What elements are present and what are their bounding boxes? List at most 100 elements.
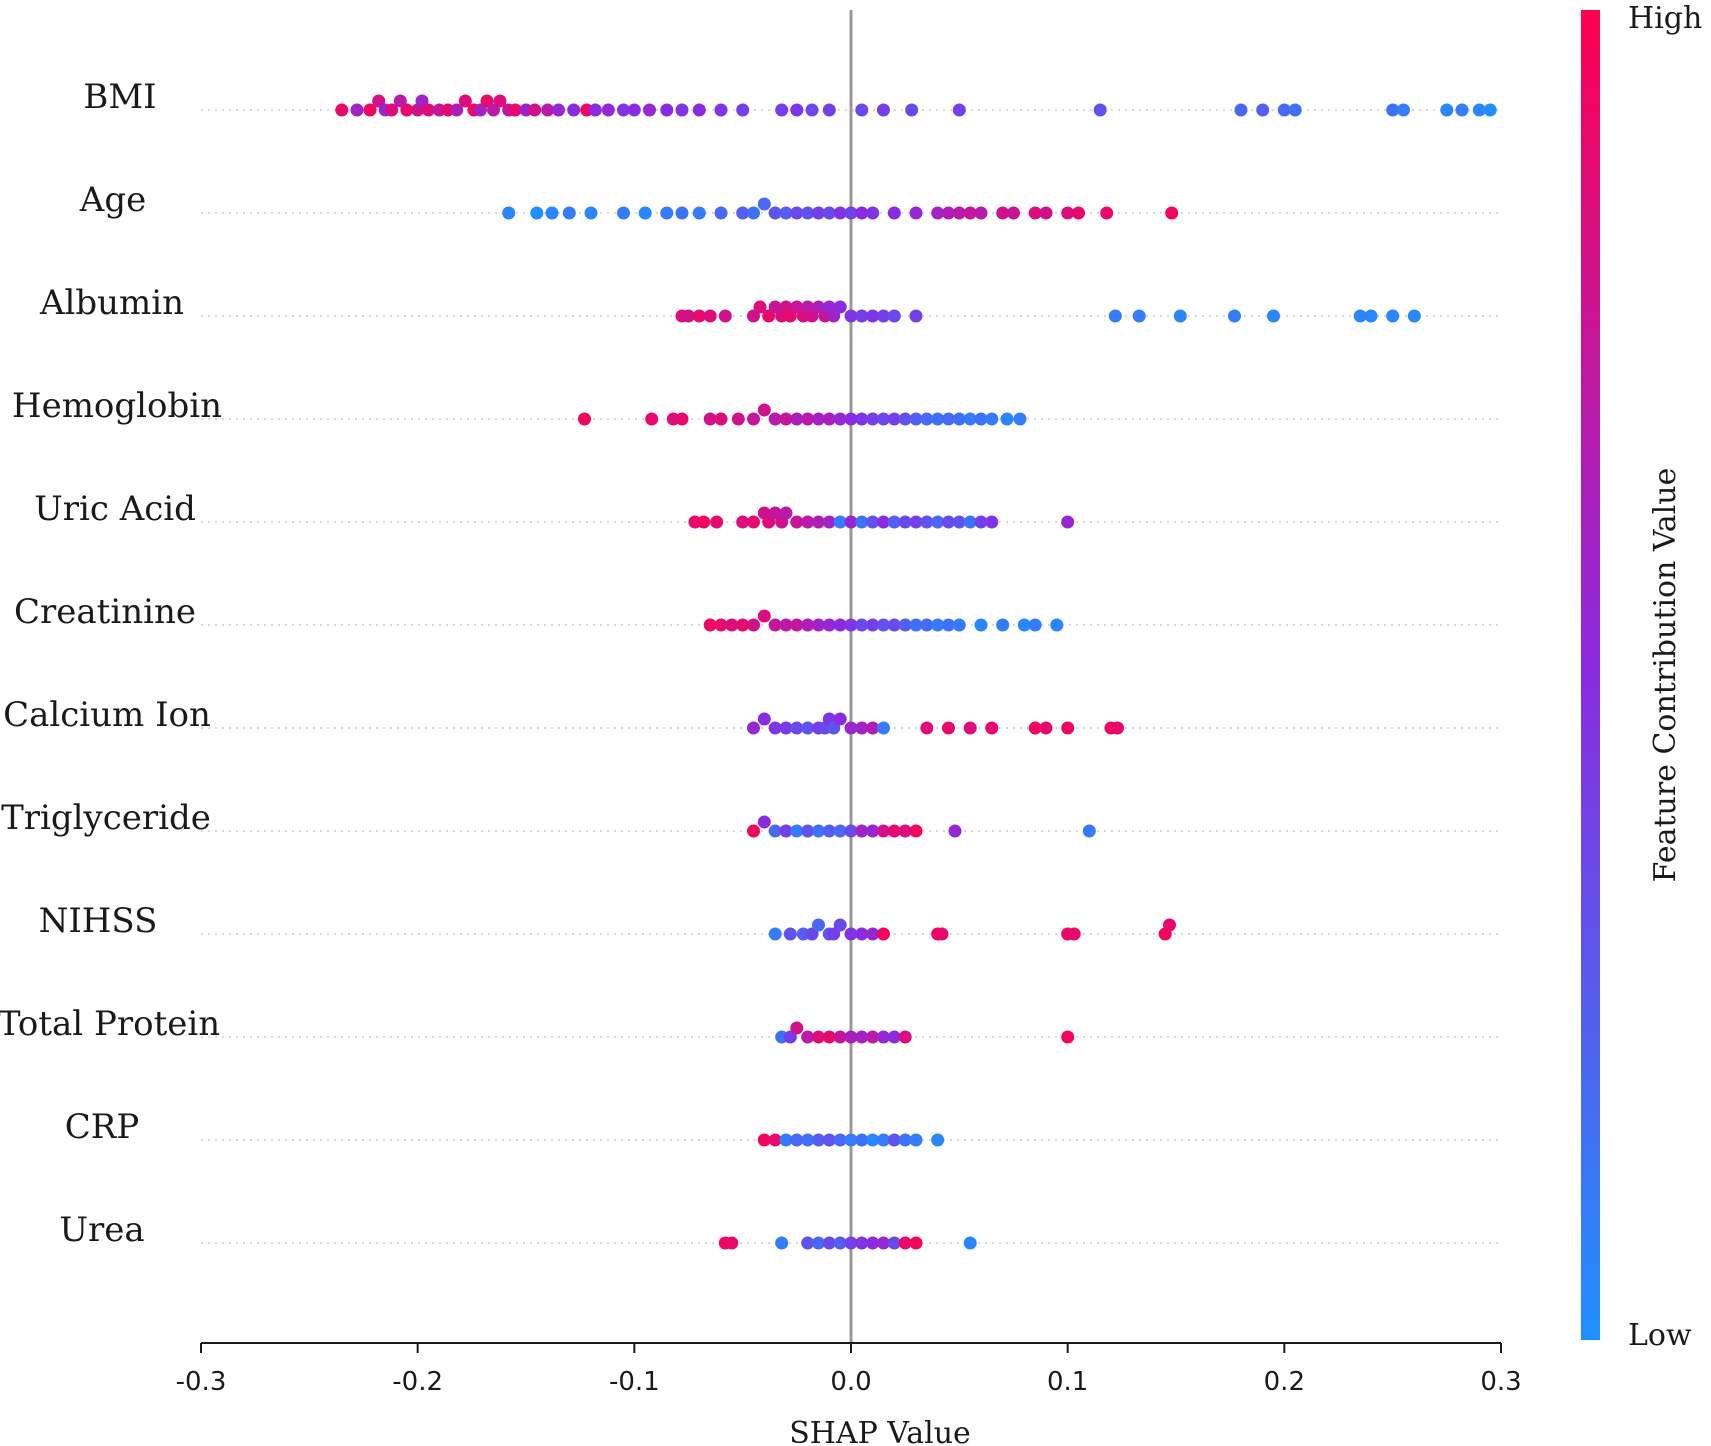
- shap-point: [1061, 206, 1075, 220]
- shap-point: [675, 412, 689, 426]
- shap-point: [963, 412, 977, 426]
- shap-point: [703, 412, 717, 426]
- shap-point: [385, 103, 399, 117]
- shap-point: [736, 206, 750, 220]
- shap-point: [747, 515, 760, 529]
- shap-point: [502, 206, 516, 220]
- shap-point: [1039, 206, 1053, 220]
- shap-point: [844, 618, 858, 632]
- shap-point: [855, 721, 869, 735]
- shap-point: [480, 94, 494, 108]
- shap-point: [833, 206, 847, 220]
- shap-point: [768, 412, 782, 426]
- colorbar-high-label: High: [1628, 1, 1702, 36]
- shap-point: [974, 206, 988, 220]
- shap-point: [675, 206, 689, 220]
- shap-point: [898, 1030, 912, 1044]
- shap-point: [866, 618, 880, 632]
- shap-point: [747, 412, 760, 426]
- shap-point: [422, 103, 435, 117]
- shap-point: [833, 1236, 847, 1250]
- x-axis-title: SHAP Value: [789, 1416, 971, 1446]
- shap-point: [783, 309, 797, 323]
- shap-point: [1061, 515, 1075, 529]
- shap-point: [801, 1030, 815, 1044]
- shap-point: [801, 618, 815, 632]
- shap-point: [844, 927, 858, 941]
- shap-point: [827, 927, 841, 941]
- shap-point: [985, 721, 999, 735]
- x-axis: -0.3 -0.2 -0.1 0.0 0.1 0.2 0.3: [176, 1342, 1522, 1397]
- shap-point: [833, 712, 847, 726]
- shap-point: [877, 1030, 890, 1044]
- shap-point: [768, 824, 782, 838]
- shap-point: [335, 103, 349, 117]
- shap-point: [1173, 309, 1187, 323]
- shap-point: [753, 300, 767, 314]
- shap-point: [812, 515, 825, 529]
- shap-point: [747, 618, 760, 632]
- shap-point: [692, 309, 706, 323]
- shap-point: [866, 1236, 880, 1250]
- shap-point: [942, 618, 955, 632]
- shap-point: [1082, 824, 1096, 838]
- shap-point: [768, 506, 782, 520]
- shap-point: [714, 412, 728, 426]
- shap-point: [790, 824, 804, 838]
- shap-point: [617, 103, 630, 117]
- shap-point: [833, 1030, 847, 1044]
- shap-point: [844, 206, 858, 220]
- shap-point: [942, 412, 955, 426]
- shap-point: [812, 918, 825, 932]
- shap-point: [942, 515, 955, 529]
- shap-point: [1000, 412, 1014, 426]
- shap-point: [1111, 721, 1124, 735]
- shap-point: [528, 103, 542, 117]
- shap-point: [757, 609, 771, 623]
- shap-point: [1067, 927, 1081, 941]
- shap-point: [887, 1133, 901, 1147]
- shap-point: [974, 515, 988, 529]
- shap-point: [866, 1133, 880, 1147]
- shap-point: [822, 1030, 836, 1044]
- shap-point: [643, 103, 656, 117]
- colorbar-gradient: [1581, 10, 1600, 1340]
- shap-point: [372, 94, 386, 108]
- shap-point: [898, 515, 912, 529]
- shap-point: [747, 206, 760, 220]
- shap-point: [1397, 103, 1410, 117]
- shap-point: [887, 515, 901, 529]
- shap-point: [844, 412, 858, 426]
- shap-point: [905, 103, 919, 117]
- shap-point: [920, 721, 934, 735]
- shap-point: [952, 206, 966, 220]
- shap-point: [757, 815, 771, 829]
- shap-point: [801, 1236, 815, 1250]
- shap-point: [909, 206, 923, 220]
- shap-point: [682, 309, 695, 323]
- shap-point: [822, 824, 836, 838]
- shap-point: [790, 1133, 804, 1147]
- shap-point: [1132, 309, 1146, 323]
- shap-point: [877, 309, 890, 323]
- shap-point: [877, 1133, 890, 1147]
- shap-point: [1039, 721, 1053, 735]
- shap-point: [812, 824, 825, 838]
- shap-point: [1163, 918, 1176, 932]
- shap-point: [855, 618, 869, 632]
- shap-point: [779, 412, 793, 426]
- shap-point: [985, 412, 999, 426]
- shap-point: [833, 618, 847, 632]
- shap-point: [805, 103, 819, 117]
- shap-point: [827, 309, 841, 323]
- shap-point: [931, 206, 945, 220]
- shap-point: [887, 309, 901, 323]
- shap-point: [552, 103, 565, 117]
- shap-point: [1455, 103, 1469, 117]
- shap-point: [1386, 103, 1400, 117]
- shap-point: [812, 412, 825, 426]
- shap-point: [887, 618, 901, 632]
- shap-point: [877, 103, 890, 117]
- shap-point: [833, 918, 847, 932]
- shap-point: [450, 103, 464, 117]
